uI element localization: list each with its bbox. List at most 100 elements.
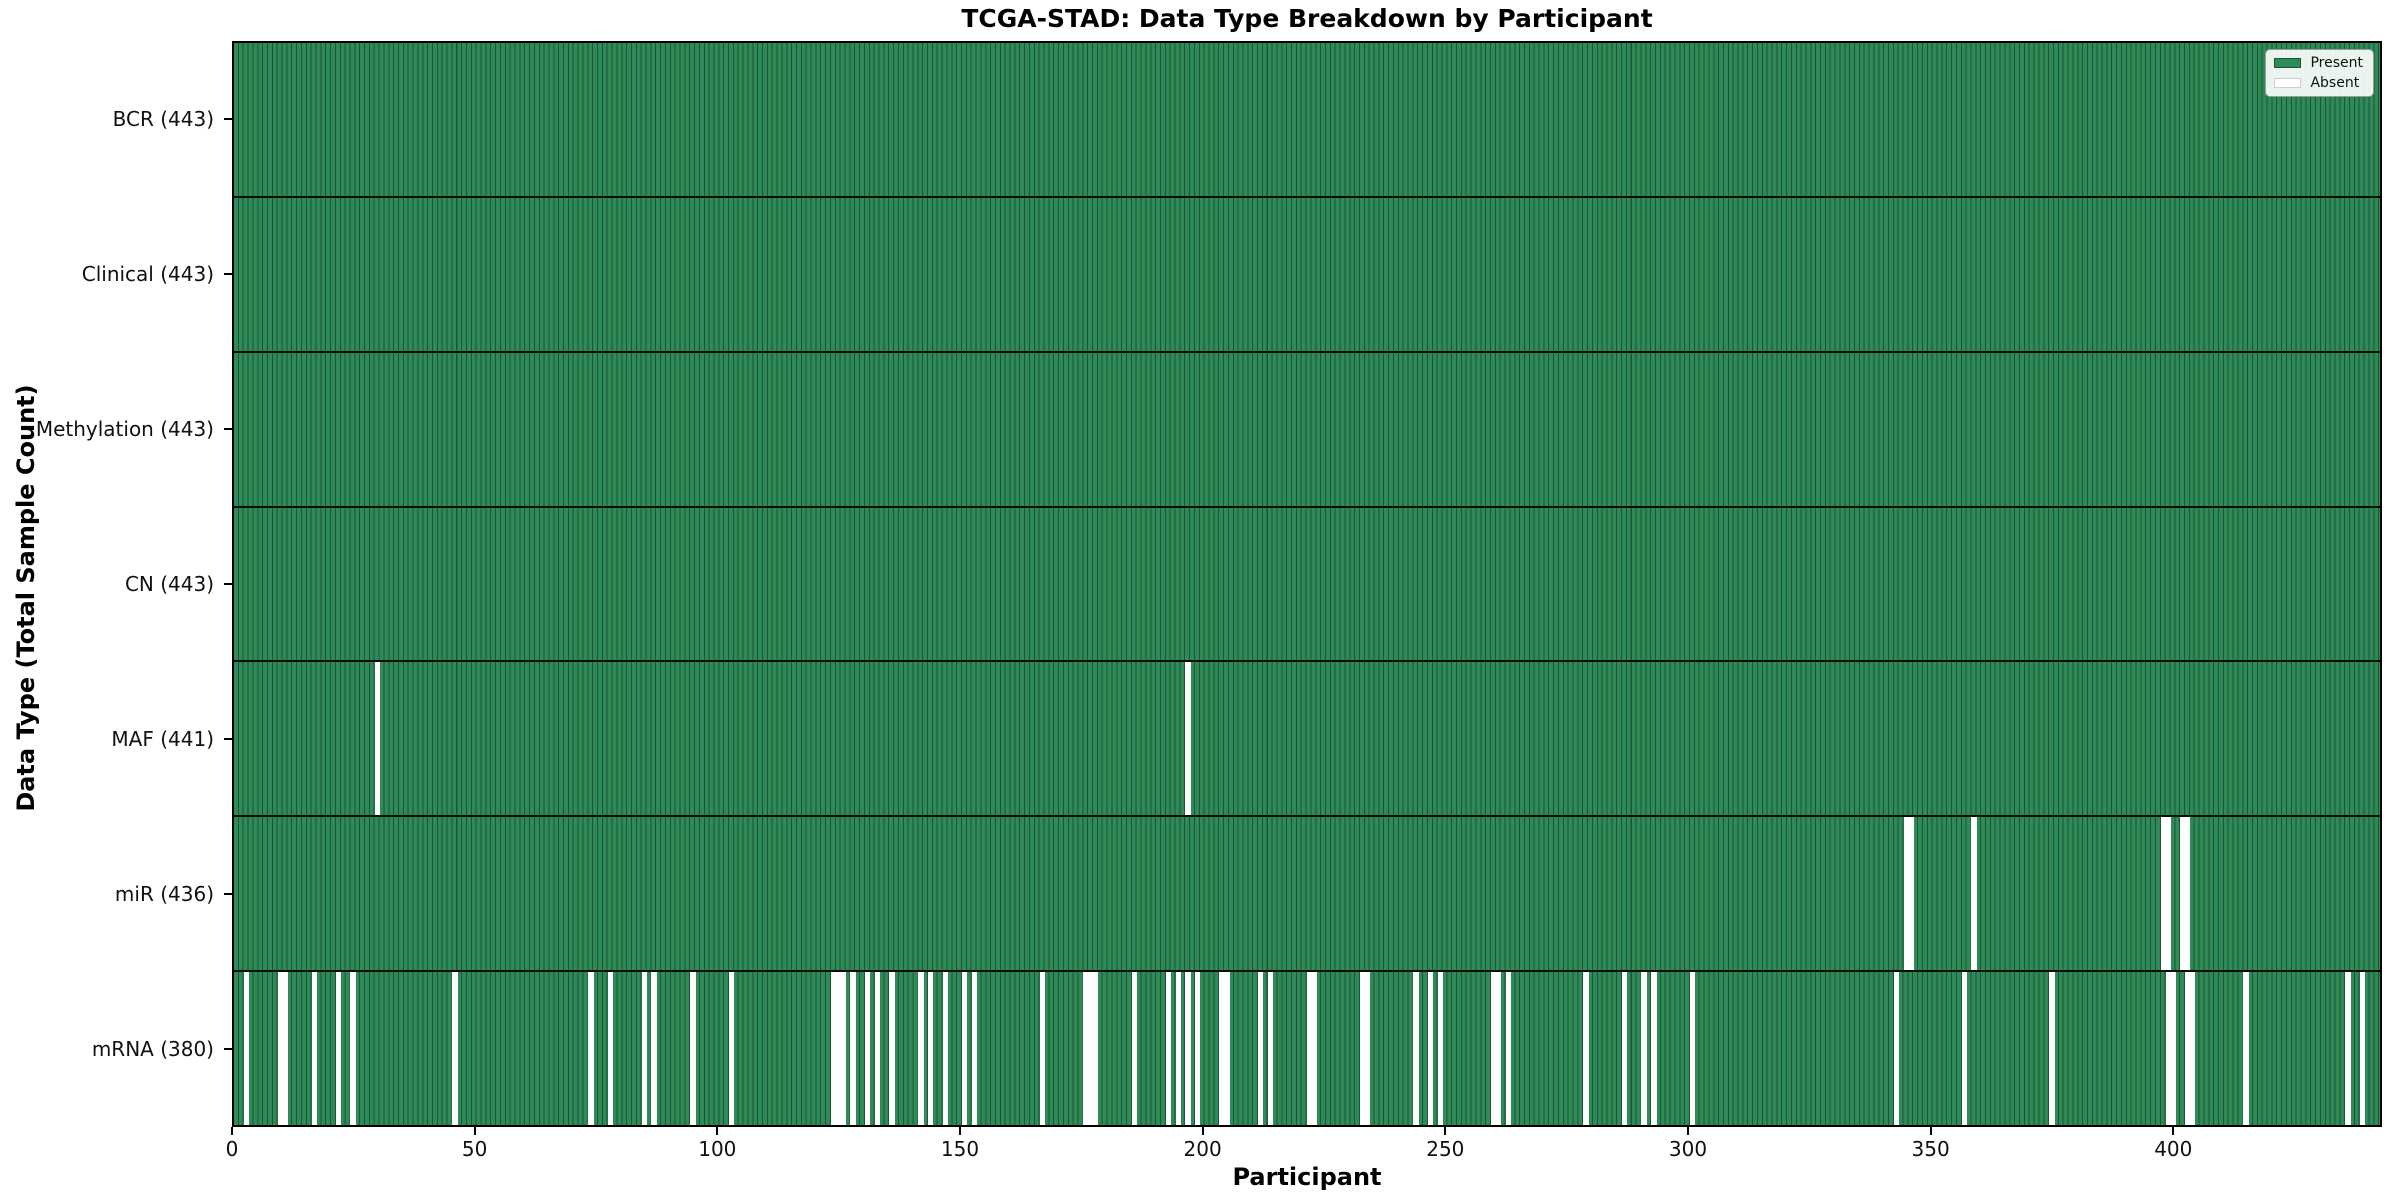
y-tick-label: miR (436) (114, 882, 214, 907)
absent-gap (1495, 972, 1502, 1126)
absent-gap (2185, 972, 2191, 1126)
absent-gap (971, 972, 978, 1126)
absent-gap (1437, 972, 1444, 1126)
row-maf (234, 660, 2380, 816)
absent-gap (311, 972, 318, 1126)
absent-gap (651, 972, 657, 1126)
x-tick-label: 50 (461, 1137, 488, 1161)
absent-gap (2189, 972, 2196, 1126)
absent-gap (1131, 972, 1138, 1126)
row-mir (234, 815, 2380, 971)
y-axis-label: Data Type (Total Sample Count) (12, 384, 40, 812)
x-tick-mark (1686, 1127, 1689, 1135)
absent-gap (942, 972, 949, 1126)
absent-gap (452, 972, 458, 1126)
row-methylation (234, 350, 2380, 506)
x-tick-label: 150 (940, 1137, 980, 1161)
absent-gap (1088, 972, 1094, 1126)
y-tick-mark (224, 738, 232, 741)
absent-gap (1413, 972, 1419, 1126)
absent-gap (1961, 972, 1968, 1126)
absent-gap (1311, 972, 1317, 1126)
absent-gap (1224, 972, 1230, 1126)
legend-swatch-absent (2274, 78, 2302, 88)
absent-gap (277, 972, 284, 1126)
x-tick-label: 100 (698, 1137, 737, 1161)
chart-title: TCGA-STAD: Data Type Breakdown by Partic… (961, 4, 1653, 33)
y-tick-label: mRNA (380) (91, 1037, 214, 1062)
absent-gap (835, 972, 842, 1126)
absent-gap (2180, 817, 2186, 971)
absent-gap (1903, 817, 1909, 971)
legend-entry-present: Present (2274, 56, 2363, 70)
absent-gap (1258, 972, 1264, 1126)
absent-gap (607, 972, 614, 1126)
absent-gap (1622, 972, 1628, 1126)
absent-gap (2345, 972, 2351, 1126)
absent-gap (1306, 972, 1312, 1126)
x-axis-label: Participant (1232, 1163, 1382, 1191)
absent-gap (1583, 972, 1589, 1126)
absent-gap (918, 972, 924, 1126)
y-tick-label: Methylation (443) (35, 416, 214, 441)
absent-gap (1427, 972, 1434, 1126)
x-tick-mark (1929, 1127, 1932, 1135)
absent-gap (2165, 817, 2172, 971)
absent-gap (2170, 972, 2176, 1126)
absent-gap (1908, 817, 1914, 971)
absent-gap (1267, 972, 1274, 1126)
y-tick-label: BCR (443) (112, 106, 214, 131)
row-mrna (234, 970, 2380, 1126)
absent-gap (1165, 972, 1172, 1126)
legend-label: Present (2310, 55, 2363, 71)
absent-gap (1359, 972, 1366, 1126)
x-tick-mark (1201, 1127, 1204, 1135)
absent-gap (1083, 972, 1089, 1126)
absent-gap (1093, 972, 1099, 1126)
absent-gap (1651, 972, 1657, 1126)
y-tick-label: CN (443) (124, 572, 214, 596)
absent-gap (1039, 972, 1046, 1126)
x-tick-mark (473, 1127, 476, 1135)
absent-gap (374, 662, 381, 816)
absent-gap (2359, 972, 2366, 1126)
absent-gap (641, 972, 648, 1126)
absent-gap (1641, 972, 1647, 1126)
absent-gap (1194, 972, 1201, 1126)
absent-gap (690, 972, 696, 1126)
x-tick-mark (716, 1127, 719, 1135)
x-tick-label: 250 (1426, 1137, 1465, 1161)
y-tick-mark (224, 583, 232, 585)
absent-gap (2165, 972, 2172, 1126)
absent-gap (1491, 972, 1497, 1126)
x-tick-mark (231, 1127, 233, 1135)
y-tick-mark (224, 427, 232, 430)
y-tick-label: Clinical (443) (81, 261, 214, 286)
plot-area: Present Absent (232, 41, 2382, 1127)
absent-gap (1185, 972, 1191, 1126)
absent-gap (889, 972, 895, 1126)
absent-gap (2160, 817, 2167, 971)
absent-gap (864, 972, 871, 1126)
x-tick-label: 0 (225, 1137, 239, 1161)
row-bcr (234, 43, 2380, 196)
x-tick-label: 400 (2154, 1137, 2193, 1161)
absent-gap (840, 972, 847, 1126)
legend-entry-absent: Absent (2274, 76, 2363, 90)
absent-gap (830, 972, 837, 1126)
absent-gap (282, 972, 288, 1126)
absent-gap (1185, 662, 1191, 816)
absent-gap (1971, 817, 1977, 971)
row-clinical (234, 195, 2380, 351)
absent-gap (2049, 972, 2055, 1126)
y-axis-label-wrap: Data Type (Total Sample Count) (6, 0, 46, 1200)
y-tick-mark (224, 117, 232, 120)
y-tick-label: MAF (441) (111, 727, 214, 752)
absent-gap (1175, 972, 1181, 1126)
absent-gap (588, 972, 594, 1126)
y-tick-mark (224, 1048, 232, 1051)
absent-gap (729, 972, 735, 1126)
x-tick-label: 350 (1911, 1137, 1950, 1161)
absent-gap (961, 972, 968, 1126)
